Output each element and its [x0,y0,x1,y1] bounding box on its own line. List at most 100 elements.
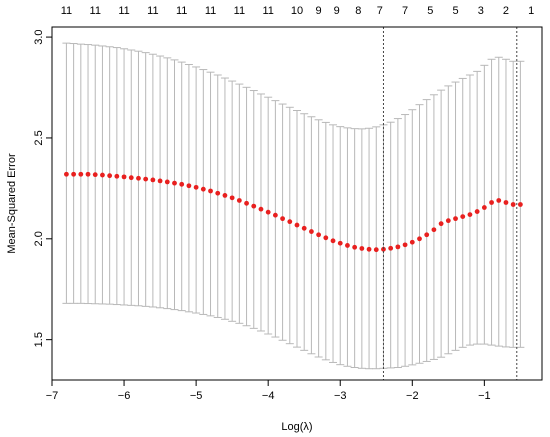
error-bar [220,77,229,320]
x-tick-label: −2 [406,390,419,402]
y-axis-title: Mean-Squared Error [6,153,18,254]
mse-point [352,244,358,250]
mse-point [244,200,249,206]
top-axis-label: 7 [377,5,383,17]
mse-point [503,200,509,205]
error-bar [321,121,330,361]
y-tick-label: 2.5 [33,130,45,145]
error-bar [285,106,294,345]
mse-point [128,175,134,181]
x-tick-label: −1 [478,390,491,402]
top-axis-label: 9 [334,5,340,17]
top-axis-label: 11 [176,5,187,17]
top-axis-label: 10 [291,5,303,17]
mse-point [510,202,516,207]
top-axis-label: 1 [528,5,534,17]
mse-point [150,177,156,183]
error-bar [293,110,301,348]
top-axis-labels: 11 11 11 11 11 11 11 11 10 9 9 8 7 7 5 5 3 2 1 [61,5,535,17]
error-bar [256,93,265,332]
top-axis-label: 7 [402,5,408,17]
reference-lines [382,27,518,380]
mse-point [251,203,257,209]
top-axis-label: 8 [355,5,361,17]
mse-point [345,243,350,248]
mse-points [64,171,523,253]
x-tick-label: −6 [118,390,131,402]
mse-point [409,239,415,245]
top-axis-label: 11 [61,5,72,17]
error-bar [235,83,244,324]
mse-point [445,218,451,224]
mse-point [200,186,206,192]
mse-point [402,242,408,248]
error-bar [329,124,338,363]
error-bar [408,109,417,366]
mse-point [193,184,199,190]
y-tick-label: 2.0 [33,231,45,246]
error-bar [451,81,460,351]
top-axis-label: 11 [262,5,273,17]
mse-point [179,181,185,187]
mse-point [172,180,177,186]
mse-point [208,188,213,194]
error-bar [415,104,424,364]
mse-point [517,202,523,207]
error-bar [271,100,280,338]
y-tick-label: 1.5 [33,332,45,347]
error-bar [264,96,273,335]
mse-point [92,172,98,178]
error-bar [422,99,431,362]
error-bar [278,103,287,341]
x-tick-label: −4 [262,390,275,402]
mse-point [460,214,466,220]
error-bar [401,114,410,367]
mse-point [417,236,422,242]
error-bar [228,80,237,322]
top-axis-label: 3 [478,5,484,17]
mse-point [143,176,149,182]
mse-point [337,240,343,246]
top-axis-label: 9 [316,5,322,17]
x-axis: −7 −6 −5 −4 −3 −2 −1 [46,380,491,402]
error-bar [184,64,193,313]
mse-point [107,173,113,179]
mse-point [272,212,278,218]
error-bar [386,121,395,369]
error-bar [206,71,215,317]
x-tick-label: −3 [334,390,347,402]
error-bar [242,86,251,327]
error-bar [300,113,309,351]
error-bar [336,126,345,366]
mse-point [453,216,458,222]
mse-point [287,219,293,225]
mse-point [265,209,271,215]
top-axis-label: 11 [147,5,158,17]
mse-point [114,173,120,179]
top-axis-label: 2 [503,5,509,17]
mse-point [431,227,437,233]
mse-point [424,232,430,238]
top-axis-label: 11 [90,5,101,17]
mse-point [474,209,480,214]
top-axis-label: 5 [452,5,458,17]
mse-point [438,221,444,227]
mse-point [78,171,84,177]
mse-point [280,216,285,222]
mse-point [164,179,170,185]
mse-point [157,178,163,184]
mse-point [294,222,300,228]
error-bar [249,90,258,329]
error-bar [314,119,323,358]
mse-point [309,229,314,234]
y-axis: 1.5 2.0 2.5 3.0 [33,29,52,347]
error-bar [307,116,316,355]
error-bar [199,69,208,315]
mse-point [359,246,365,251]
top-axis-label: 11 [205,5,216,17]
error-bar [458,77,467,348]
error-bar [480,64,489,345]
x-tick-label: −7 [46,390,59,402]
mse-point [222,193,228,198]
mse-point [496,198,502,203]
